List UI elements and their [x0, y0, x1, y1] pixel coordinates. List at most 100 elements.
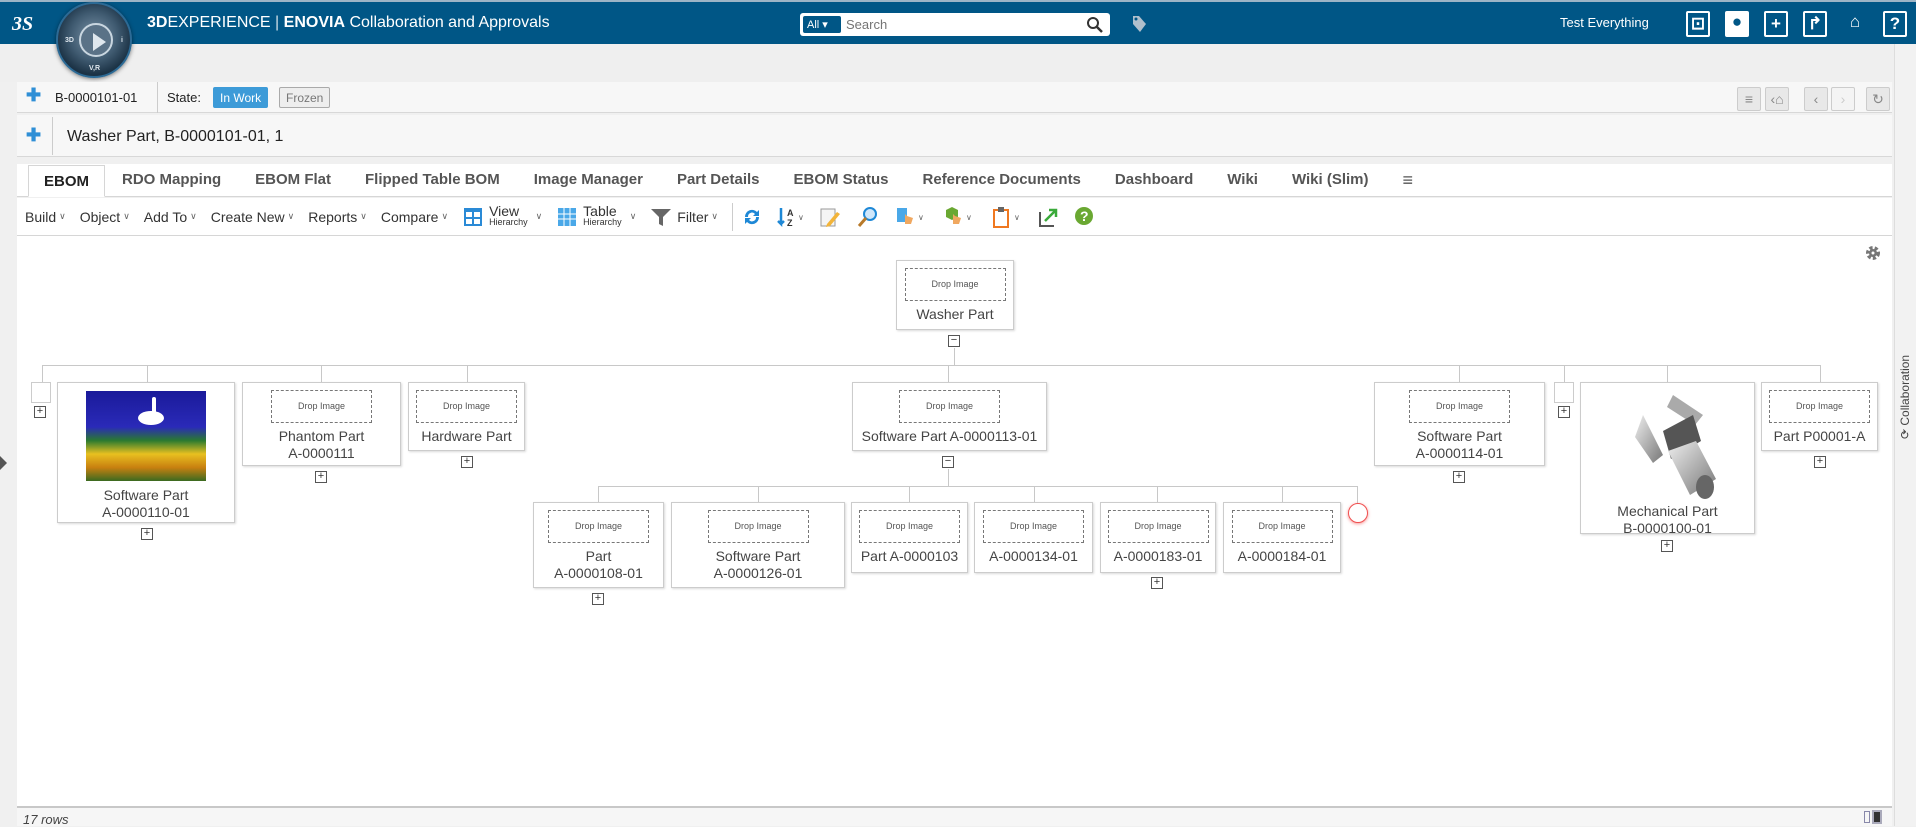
- menu-icon[interactable]: ≡: [1737, 87, 1761, 111]
- sort-icon[interactable]: AZ ∨: [775, 206, 805, 228]
- compass-icon[interactable]: 3D V,R i: [56, 2, 132, 78]
- drop-image-zone[interactable]: Drop Image: [1409, 390, 1510, 423]
- search-scope-dropdown[interactable]: All ▾: [803, 16, 841, 33]
- tree-node[interactable]: Drop Image Software Part A-0000113-01: [852, 382, 1047, 451]
- expand-left-panel-icon[interactable]: [0, 456, 7, 470]
- add-icon[interactable]: +: [1764, 11, 1788, 37]
- expand-toggle-icon[interactable]: +: [141, 528, 153, 540]
- expand-toggle-icon[interactable]: +: [592, 593, 604, 605]
- expand-toggle-icon[interactable]: +: [461, 456, 473, 468]
- tab-ebom-status[interactable]: EBOM Status: [793, 171, 889, 188]
- tree-node[interactable]: Drop Image A-0000134-01: [974, 502, 1093, 573]
- add-child-drop-target[interactable]: [1348, 503, 1368, 523]
- user-name[interactable]: Test Everything: [1560, 15, 1649, 30]
- add-to-menu[interactable]: Add To ∨: [143, 208, 197, 225]
- expand-toggle-icon[interactable]: +: [1558, 406, 1570, 418]
- expand-toggle-icon[interactable]: +: [315, 471, 327, 483]
- previous-icon[interactable]: ‹: [1804, 87, 1828, 111]
- expand-plus-icon[interactable]: ✚: [26, 125, 42, 145]
- clipboard-icon[interactable]: ∨: [991, 206, 1023, 228]
- reports-menu[interactable]: Reports ∨: [308, 208, 367, 225]
- search-icon[interactable]: [1086, 16, 1104, 34]
- tree-node-empty[interactable]: [1554, 382, 1574, 403]
- tab-rdo-mapping[interactable]: RDO Mapping: [122, 171, 222, 188]
- table-select-icon[interactable]: ∨: [895, 206, 927, 228]
- tab-reference-documents[interactable]: Reference Documents: [922, 171, 1081, 188]
- expand-toggle-icon[interactable]: +: [34, 406, 46, 418]
- share-icon[interactable]: ↱: [1803, 11, 1827, 37]
- drop-image-zone[interactable]: Drop Image: [1769, 390, 1870, 423]
- filter-menu[interactable]: Filter ∨: [650, 206, 718, 228]
- collapse-toggle-icon[interactable]: −: [948, 335, 960, 347]
- refresh-icon[interactable]: ↻: [1866, 87, 1890, 111]
- create-new-menu[interactable]: Create New ∨: [210, 208, 295, 225]
- next-icon[interactable]: ›: [1831, 87, 1855, 111]
- back-home-icon[interactable]: ‹⌂: [1765, 87, 1789, 111]
- drop-image-zone[interactable]: Drop Image: [899, 390, 1000, 423]
- tab-ebom[interactable]: EBOM: [28, 165, 105, 197]
- help-icon[interactable]: ?: [1883, 11, 1907, 37]
- export-icon[interactable]: [1037, 206, 1059, 228]
- expand-toggle-icon[interactable]: +: [1661, 540, 1673, 552]
- table-menu[interactable]: Table Hierarchy ∨: [556, 204, 636, 228]
- sync-icon[interactable]: [741, 206, 763, 228]
- header-band: [0, 44, 1916, 82]
- drop-image-zone[interactable]: Drop Image: [416, 390, 517, 423]
- tree-node[interactable]: Drop Image Hardware Part: [408, 382, 525, 451]
- tabs-menu-icon[interactable]: ≡: [1402, 170, 1414, 190]
- expand-toggle-icon[interactable]: +: [1453, 471, 1465, 483]
- drop-image-zone[interactable]: Drop Image: [859, 510, 960, 543]
- drop-image-zone[interactable]: Drop Image: [1231, 510, 1333, 543]
- settings-gear-icon[interactable]: [1864, 244, 1882, 262]
- tag-icon[interactable]: [1130, 14, 1148, 34]
- tree-node[interactable]: Drop Image A-0000184-01: [1223, 502, 1341, 573]
- drop-image-zone[interactable]: Drop Image: [271, 390, 372, 423]
- tree-node[interactable]: Software Part A-0000110-01: [57, 382, 235, 523]
- tree-node-empty[interactable]: [31, 382, 51, 403]
- tab-wiki[interactable]: Wiki: [1227, 171, 1258, 188]
- tree-node[interactable]: Drop Image A-0000183-01: [1100, 502, 1216, 573]
- drop-image-zone[interactable]: Drop Image: [548, 510, 649, 543]
- inbox-icon[interactable]: ⊡: [1686, 11, 1710, 37]
- tree-node[interactable]: Drop Image Phantom Part A-0000111: [242, 382, 401, 466]
- search-input[interactable]: [846, 15, 1076, 34]
- tree-node[interactable]: Drop Image Software Part A-0000114-01: [1374, 382, 1545, 466]
- tree-node[interactable]: Drop Image Software Part A-0000126-01: [671, 502, 845, 588]
- object-select-icon[interactable]: ∨: [943, 206, 975, 228]
- drop-image-zone[interactable]: Drop Image: [707, 510, 809, 543]
- build-menu[interactable]: Build ∨: [25, 208, 66, 225]
- tab-image-manager[interactable]: Image Manager: [533, 171, 643, 188]
- tree-node[interactable]: Drop Image Part P00001-A: [1761, 382, 1878, 451]
- tree-node[interactable]: Drop Image Part A-0000103: [851, 502, 968, 573]
- drop-image-zone[interactable]: Drop Image: [983, 510, 1084, 543]
- drop-image-zone[interactable]: Drop Image: [1107, 510, 1209, 543]
- object-menu[interactable]: Object ∨: [79, 208, 130, 225]
- tab-wiki-slim[interactable]: Wiki (Slim): [1291, 171, 1369, 188]
- collaboration-panel-toggle[interactable]: ⟳ Collaboration: [1894, 44, 1916, 826]
- collapse-toggle-icon[interactable]: −: [942, 456, 954, 468]
- edit-icon[interactable]: [819, 206, 841, 228]
- expand-plus-icon[interactable]: ✚: [26, 85, 42, 105]
- app-title: 3DEXPERIENCE | ENOVIA Collaboration and …: [147, 14, 550, 31]
- find-icon[interactable]: [857, 206, 879, 228]
- expand-toggle-icon[interactable]: +: [1814, 456, 1826, 468]
- help-icon[interactable]: ?: [1073, 206, 1095, 228]
- view-menu[interactable]: View Hierarchy ∨: [462, 204, 542, 228]
- tab-ebom-flat[interactable]: EBOM Flat: [255, 171, 331, 188]
- swan-photo: [86, 391, 206, 481]
- tree-node[interactable]: Mechanical Part B-0000100-01: [1580, 382, 1755, 536]
- view-mode-icon[interactable]: [1864, 811, 1870, 823]
- compare-menu[interactable]: Compare ∨: [380, 208, 449, 225]
- tab-flipped-table-bom[interactable]: Flipped Table BOM: [365, 171, 500, 188]
- expand-toggle-icon[interactable]: +: [1151, 577, 1163, 589]
- tree-node-root[interactable]: Drop Image Washer Part: [896, 260, 1014, 330]
- state-frozen-button[interactable]: Frozen: [279, 87, 331, 108]
- tab-part-details[interactable]: Part Details: [676, 171, 760, 188]
- home-icon[interactable]: ⌂: [1849, 12, 1861, 31]
- drop-image-zone[interactable]: Drop Image: [904, 268, 1006, 301]
- state-in-work-button[interactable]: In Work: [213, 87, 269, 108]
- tree-node[interactable]: Drop Image Part A-0000108-01: [533, 502, 664, 588]
- view-mode-active-icon[interactable]: [1872, 810, 1882, 824]
- tab-dashboard[interactable]: Dashboard: [1114, 171, 1194, 188]
- profile-icon[interactable]: ●: [1725, 11, 1749, 37]
